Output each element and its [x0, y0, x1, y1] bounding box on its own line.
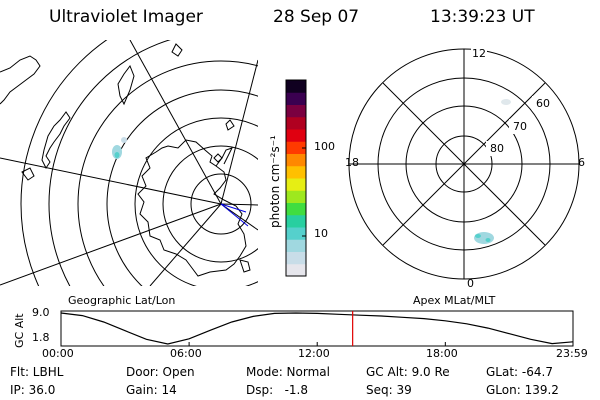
altitude-curve — [60, 312, 574, 345]
date-label: 28 Sep 07 — [273, 7, 360, 27]
colorbar-swatch — [286, 92, 306, 105]
emission-spots — [112, 137, 127, 159]
glat-status: GLat: -64.7 — [486, 365, 553, 379]
sun-direction — [220, 203, 249, 227]
colorbar-tick-10: 10 — [314, 227, 328, 240]
polar-mlat-mlt-panel — [348, 48, 580, 280]
mlat-label-80: 80 — [490, 142, 504, 155]
timeline-xtick-0600: 06:00 — [170, 347, 202, 360]
gain-status: Gain: 14 — [126, 383, 177, 397]
colorbar-swatch — [286, 129, 306, 142]
colorbar-swatch — [286, 141, 306, 154]
seq-status: Seq: 39 — [366, 383, 412, 397]
filter-status: Flt: LBHL — [10, 365, 64, 379]
colorbar — [285, 79, 307, 277]
colorbar-tick-100: 100 — [314, 140, 335, 153]
glon-status: GLon: 139.2 — [486, 383, 559, 397]
latitude-circles — [20, 40, 258, 286]
instrument-title: Ultraviolet Imager — [49, 7, 203, 27]
colorbar-swatch — [286, 104, 306, 118]
timeline-xtick-1800: 18:00 — [426, 347, 458, 360]
colorbar-swatch — [286, 178, 306, 191]
mlat-label-70: 70 — [513, 120, 527, 133]
timeline-ytick-min: 1.8 — [32, 331, 50, 344]
left-panel-label: Geographic Lat/Lon — [68, 294, 176, 307]
mlat-label-60: 60 — [536, 97, 550, 110]
mlt-label-18: 18 — [345, 156, 359, 169]
gc-alt-status: GC Alt: 9.0 Re — [366, 365, 450, 379]
colorbar-swatch — [286, 153, 306, 167]
right-panel-label: Apex MLat/MLT — [413, 294, 496, 307]
timeline-xtick-0000: 00:00 — [42, 347, 74, 360]
dsp-status: Dsp: -1.8 — [246, 383, 309, 397]
geographic-map-panel — [0, 40, 258, 286]
colorbar-swatch — [286, 227, 306, 240]
coastlines — [0, 43, 251, 277]
colorbar-swatch — [286, 116, 306, 130]
colorbar-swatch — [286, 165, 306, 179]
mode-status: Mode: Normal — [246, 365, 330, 379]
timeline-frame — [60, 310, 574, 347]
timeline-xtick-1200: 12:00 — [298, 347, 330, 360]
timeline-xtick-2359: 23:59 — [556, 347, 588, 360]
polar-emission-spots — [474, 99, 511, 244]
ip-status: IP: 36.0 — [10, 383, 56, 397]
mlt-label-12: 12 — [472, 47, 486, 60]
colorbar-swatch — [286, 202, 306, 216]
time-label: 13:39:23 UT — [430, 7, 535, 27]
mlt-lines — [349, 49, 579, 279]
mlt-label-6: 6 — [578, 156, 585, 169]
meridian-lines — [0, 40, 258, 286]
colorbar-swatch — [286, 263, 306, 277]
colorbar-swatch — [286, 190, 306, 203]
mlt-label-0: 0 — [467, 277, 474, 290]
door-status: Door: Open — [126, 365, 195, 379]
colorbar-swatch — [286, 80, 306, 93]
timeline-ytick-max: 9.0 — [32, 306, 50, 319]
colorbar-unit-label: photon cm⁻²s⁻¹ — [268, 135, 282, 228]
colorbar-swatch — [286, 214, 306, 228]
altitude-timeline — [60, 310, 574, 347]
timeline-ylabel: GC Alt — [13, 313, 26, 348]
colorbar-swatch — [286, 239, 306, 252]
colorbar-frame — [285, 79, 307, 277]
colorbar-swatch — [286, 251, 306, 265]
